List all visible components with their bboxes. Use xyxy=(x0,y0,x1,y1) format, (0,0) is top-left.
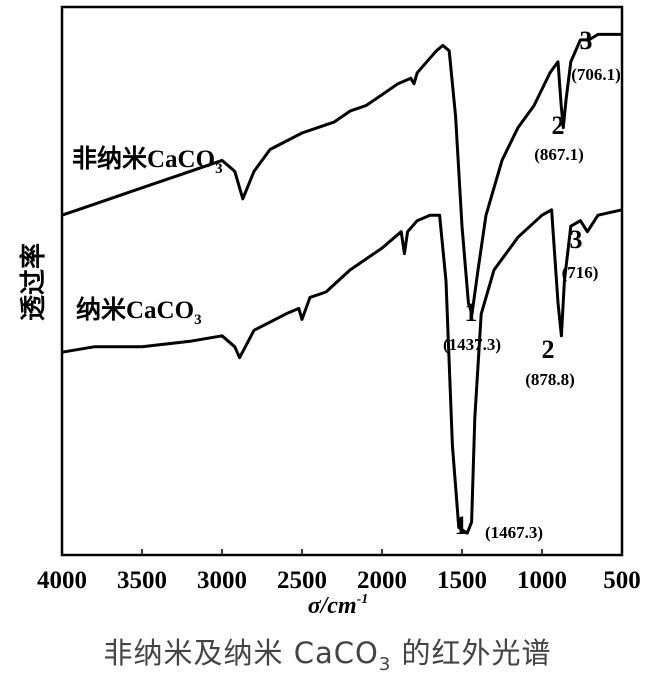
peak-wavenumber: (716) xyxy=(562,263,599,282)
peak-wavenumber: (1467.3) xyxy=(485,523,543,542)
x-tick-label: 1000 xyxy=(517,567,567,594)
figure-caption: 非纳米及纳米 CaCO3 的红外光谱 xyxy=(103,636,552,675)
x-axis-label: σ/cm-1 xyxy=(308,592,369,619)
nano-series-label: 纳米CaCO3 xyxy=(76,295,202,328)
x-tick-label: 3500 xyxy=(117,567,167,594)
x-tick-label: 2000 xyxy=(357,567,407,594)
x-axis-ticks xyxy=(61,549,623,555)
x-tick-label: 2500 xyxy=(277,567,327,594)
x-tick-label: 1500 xyxy=(437,567,487,594)
y-axis-label: 透过率 xyxy=(18,243,48,321)
peak-number: 1 xyxy=(455,511,468,540)
x-tick-label: 3000 xyxy=(197,567,247,594)
non-nano-series-label: 非纳米CaCO3 xyxy=(72,144,223,177)
x-tick-label: 4000 xyxy=(37,567,87,594)
x-axis-tick-labels: 4000 3500 3000 2500 2000 1500 1000 500 xyxy=(37,567,641,594)
peak-number: 2 xyxy=(552,111,565,140)
x-tick-label: 500 xyxy=(603,567,641,594)
plot-frame xyxy=(60,5,624,557)
peak-number: 1 xyxy=(465,298,478,327)
nano-caco3-curve xyxy=(61,208,623,535)
peak-wavenumber: (878.8) xyxy=(525,370,575,389)
peak-annotations: 1 (1437.3) 2 (867.1) 3 (706.1) 1 (1467.3) 2 (878.… xyxy=(443,26,621,542)
peak-number: 2 xyxy=(542,335,555,364)
spectrum-curves xyxy=(61,32,623,535)
peak-wavenumber: (706.1) xyxy=(571,65,621,84)
non-nano-caco3-curve xyxy=(61,32,622,316)
peak-wavenumber: (1437.3) xyxy=(443,335,501,354)
peak-number: 3 xyxy=(580,26,593,55)
peak-wavenumber: (867.1) xyxy=(534,145,584,164)
series-labels: 非纳米CaCO3 纳米CaCO3 xyxy=(72,144,223,328)
peak-number: 3 xyxy=(570,225,583,254)
